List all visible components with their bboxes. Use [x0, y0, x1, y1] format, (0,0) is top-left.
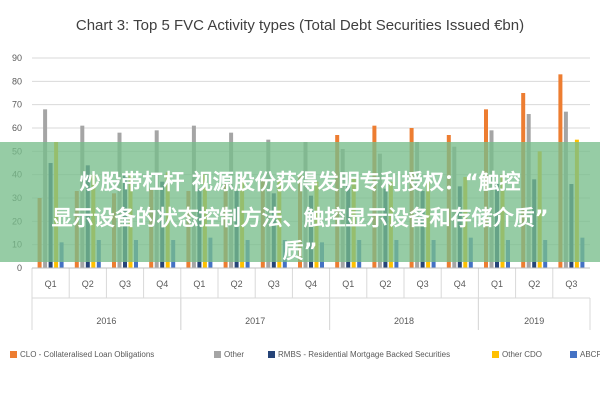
- overlay-banner: [0, 142, 600, 262]
- overlay-line-2: 显示设备的状态控制方法、触控显示设备和存储介质”: [51, 206, 549, 230]
- x-tick-label: Q3: [268, 279, 280, 289]
- overlay-line-3: 质”: [282, 239, 318, 263]
- x-tick-label: Q4: [156, 279, 168, 289]
- x-tick-label: Q3: [119, 279, 131, 289]
- y-tick-label: 60: [12, 123, 22, 133]
- x-tick-label: Q1: [45, 279, 57, 289]
- x-tick-label: Q2: [82, 279, 94, 289]
- y-tick-label: 90: [12, 53, 22, 63]
- y-tick-label: 0: [17, 263, 22, 273]
- chart-title: Chart 3: Top 5 FVC Activity types (Total…: [76, 17, 524, 34]
- x-tick-label: Q3: [417, 279, 429, 289]
- legend-swatch: [214, 351, 221, 358]
- legend-label: ABCP: [580, 350, 600, 359]
- y-tick-label: 80: [12, 76, 22, 86]
- x-tick-label: Q1: [193, 279, 205, 289]
- legend-swatch: [10, 351, 17, 358]
- overlay-line-1: 炒股带杠杆 视源股份获得发明专利授权：“触控: [79, 170, 521, 194]
- x-tick-label: Q4: [305, 279, 317, 289]
- legend-swatch: [570, 351, 577, 358]
- y-tick-label: 70: [12, 100, 22, 110]
- year-label: 2017: [245, 316, 265, 326]
- x-tick-label: Q1: [491, 279, 503, 289]
- legend-swatch: [492, 351, 499, 358]
- year-label: 2019: [524, 316, 544, 326]
- legend: CLO - Collateralised Loan Obligations Oth…: [10, 350, 600, 359]
- x-tick-label: Q2: [231, 279, 243, 289]
- x-tick-label: Q4: [454, 279, 466, 289]
- legend-label: CLO - Collateralised Loan Obligations: [20, 350, 154, 359]
- x-tick-label: Q2: [379, 279, 391, 289]
- year-label: 2016: [96, 316, 116, 326]
- legend-label: Other: [224, 350, 244, 359]
- x-tick-label: Q2: [528, 279, 540, 289]
- year-label: 2018: [394, 316, 414, 326]
- legend-swatch: [268, 351, 275, 358]
- legend-label: RMBS - Residential Mortgage Backed Secur…: [278, 350, 450, 359]
- legend-label: Other CDO: [502, 350, 542, 359]
- x-tick-label: Q1: [342, 279, 354, 289]
- x-tick-label: Q3: [565, 279, 577, 289]
